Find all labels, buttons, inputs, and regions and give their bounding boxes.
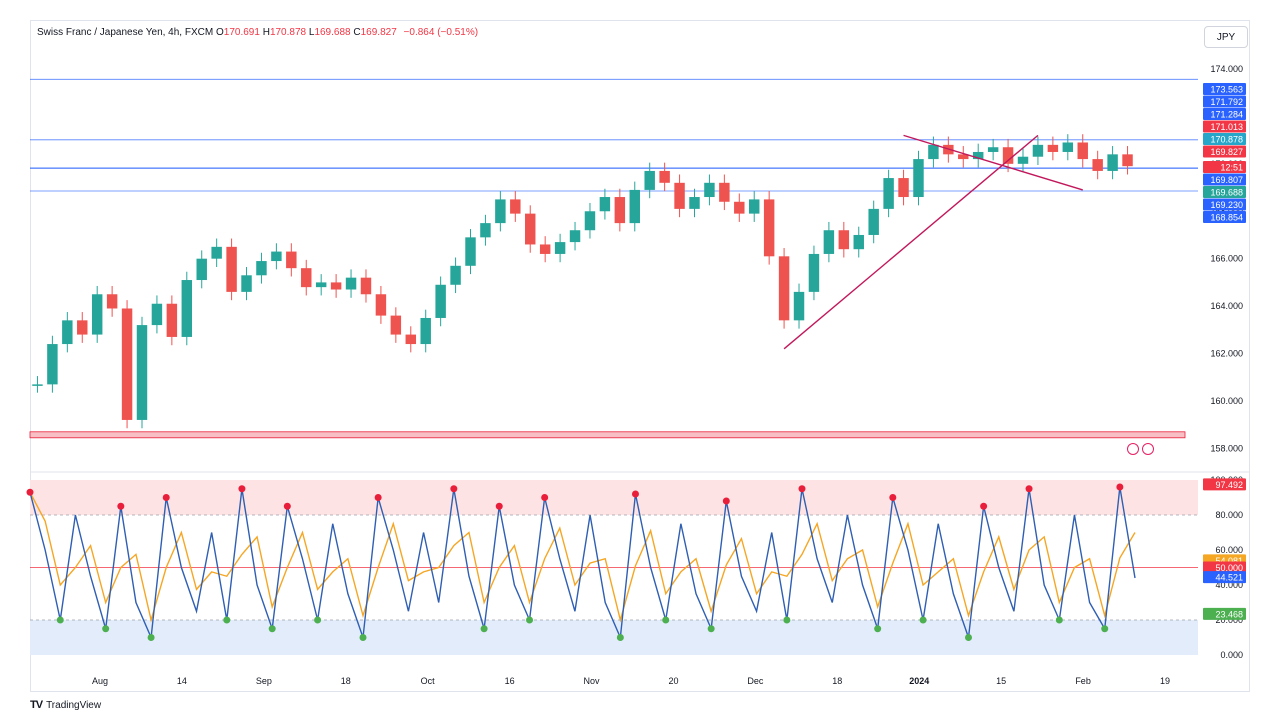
lightning-icon[interactable] (1127, 443, 1139, 455)
record-icon[interactable] (1142, 443, 1154, 455)
open-value: 170.691 (223, 27, 260, 38)
symbol-title: Swiss Franc / Japanese Yen, 4h, FXCM (37, 27, 214, 38)
chart-frame (30, 20, 1250, 692)
close-value: 169.827 (360, 27, 397, 38)
low-label: L (308, 27, 315, 38)
tv-icon: TV (30, 699, 43, 711)
low-value: 169.688 (314, 27, 351, 38)
high-value: 170.878 (269, 27, 307, 38)
brand-name: TradingView (46, 699, 102, 711)
change-value: −0.864 (−0.51%) (403, 27, 479, 38)
status-icons[interactable] (1127, 443, 1154, 455)
open-label: O (215, 27, 224, 38)
close-label: C (353, 27, 361, 38)
tradingview-logo: TV TradingView (30, 699, 101, 711)
currency-button[interactable]: JPY (1204, 26, 1248, 48)
chart-header: Swiss Franc / Japanese Yen, 4h, FXCM O17… (37, 27, 478, 38)
high-label: H (262, 27, 270, 38)
